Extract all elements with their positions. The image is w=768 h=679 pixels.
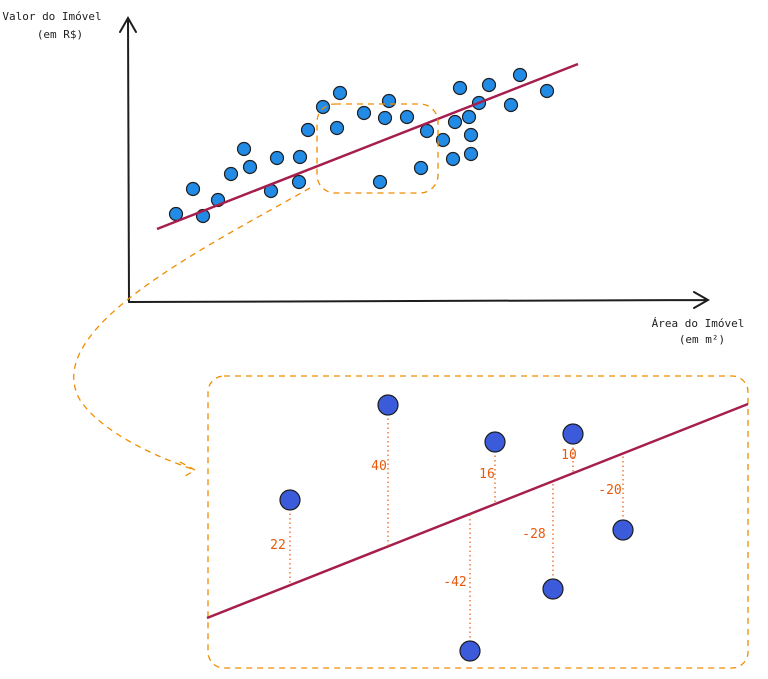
point (445, 151, 461, 167)
point (447, 114, 463, 130)
point (399, 109, 415, 125)
point (315, 99, 331, 115)
point (484, 431, 506, 453)
point (503, 97, 519, 113)
residuals: 22 40 16 -42 10 -28 -20 (270, 394, 634, 662)
point (461, 109, 477, 125)
y-axis-unit: (em R$) (37, 28, 83, 41)
point (512, 67, 528, 83)
point (292, 149, 308, 165)
regression-line (156, 62, 579, 231)
point (419, 123, 435, 139)
point (542, 578, 564, 600)
point (356, 105, 372, 121)
point (452, 80, 468, 96)
point (332, 85, 348, 101)
point (435, 132, 451, 148)
point (377, 110, 393, 126)
point (185, 181, 201, 197)
point (459, 640, 481, 662)
scatter-points (168, 67, 555, 224)
point (463, 127, 479, 143)
point (329, 120, 345, 136)
point (269, 150, 285, 166)
point (300, 122, 316, 138)
point (223, 166, 239, 182)
point (242, 159, 258, 175)
point (539, 83, 555, 99)
x-axis-label: Área do Imóvel (652, 317, 745, 330)
y-axis-label: Valor do Imóvel (2, 10, 101, 23)
point (481, 77, 497, 93)
point (562, 423, 584, 445)
axes (119, 15, 711, 309)
residual-label: 22 (270, 538, 286, 553)
point (236, 141, 252, 157)
point (377, 394, 399, 416)
residual-label: -28 (522, 527, 545, 542)
point (612, 519, 634, 541)
point (279, 489, 301, 511)
point (463, 146, 479, 162)
zoom-regression-line (206, 402, 749, 620)
point (372, 174, 388, 190)
zoom-region (316, 103, 439, 194)
residual-label: 40 (371, 459, 387, 474)
x-axis-unit: (em m²) (679, 333, 725, 346)
point (413, 160, 429, 176)
residual-label: -20 (598, 483, 621, 498)
point (381, 93, 397, 109)
residual-label: -42 (443, 575, 466, 590)
zoom-box (207, 375, 749, 669)
point (291, 174, 307, 190)
residual-label: 16 (479, 467, 495, 482)
residual-label: 10 (561, 448, 577, 463)
zoom-arrow (73, 187, 311, 479)
